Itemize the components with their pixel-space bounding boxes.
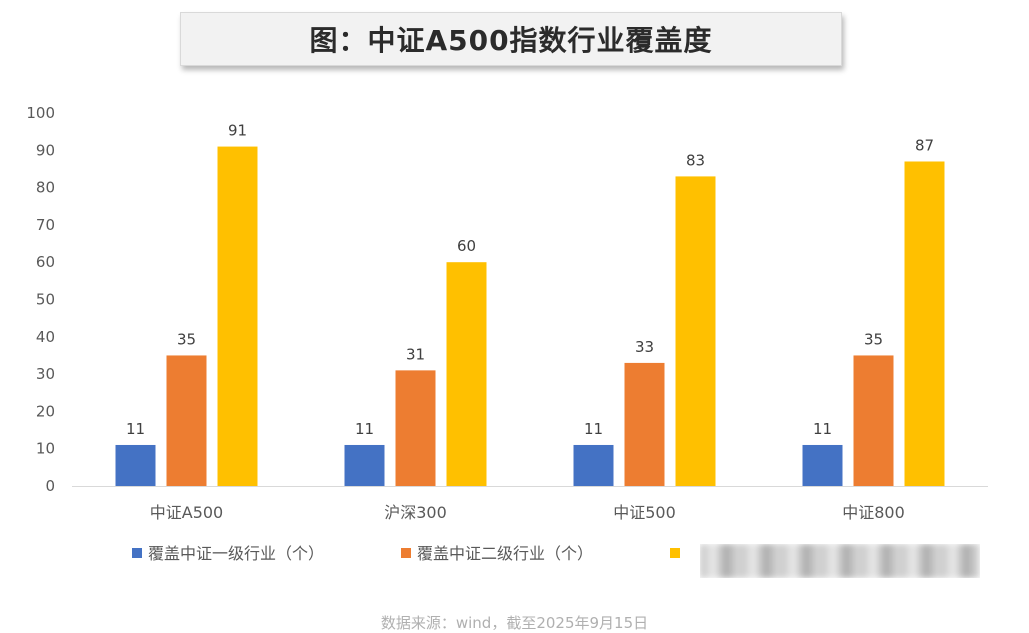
bar	[217, 146, 258, 486]
data-label: 11	[584, 420, 603, 438]
y-tick-label: 50	[36, 291, 55, 309]
chart-title: 图：中证A500指数行业覆盖度	[309, 24, 713, 57]
y-tick-label: 10	[36, 440, 55, 458]
data-source-note: 数据来源：wind，截至2025年9月15日	[380, 614, 649, 632]
bar	[904, 161, 945, 487]
data-label: 83	[686, 151, 705, 169]
y-tick-label: 80	[36, 179, 55, 197]
bar	[395, 370, 436, 486]
data-label: 31	[406, 345, 425, 363]
bar	[675, 176, 716, 486]
bar	[446, 262, 487, 486]
x-category-label: 中证A500	[150, 503, 224, 522]
data-label: 11	[126, 420, 145, 438]
blurred-legend-label	[700, 544, 980, 578]
bar	[573, 444, 614, 486]
y-tick-label: 70	[36, 216, 55, 234]
legend-label: 覆盖中证二级行业（个）	[417, 544, 593, 563]
legend-swatch	[401, 548, 411, 558]
x-category-label: 中证500	[613, 503, 676, 522]
bar	[624, 362, 665, 486]
data-label: 35	[864, 330, 883, 348]
legend-swatch	[132, 548, 142, 558]
bar	[802, 444, 843, 486]
y-tick-label: 20	[36, 402, 55, 420]
data-label: 60	[457, 237, 476, 255]
data-label: 91	[228, 122, 247, 140]
bar	[166, 355, 207, 486]
data-label: 11	[355, 420, 374, 438]
y-tick-label: 40	[36, 328, 55, 346]
data-label: 87	[915, 136, 934, 154]
y-tick-label: 0	[45, 477, 55, 495]
y-tick-label: 60	[36, 253, 55, 271]
bar	[853, 355, 894, 486]
data-label: 33	[635, 338, 654, 356]
bar	[344, 444, 385, 486]
y-tick-label: 30	[36, 365, 55, 383]
y-tick-label: 100	[26, 104, 55, 122]
data-label: 11	[813, 420, 832, 438]
legend-swatch	[670, 548, 680, 558]
x-category-label: 中证800	[842, 503, 905, 522]
data-label: 35	[177, 330, 196, 348]
legend-label: 覆盖中证一级行业（个）	[148, 544, 324, 563]
bar	[115, 444, 156, 486]
x-category-label: 沪深300	[384, 503, 447, 522]
chart-title-box: 图：中证A500指数行业覆盖度	[180, 12, 842, 66]
y-tick-label: 90	[36, 141, 55, 159]
